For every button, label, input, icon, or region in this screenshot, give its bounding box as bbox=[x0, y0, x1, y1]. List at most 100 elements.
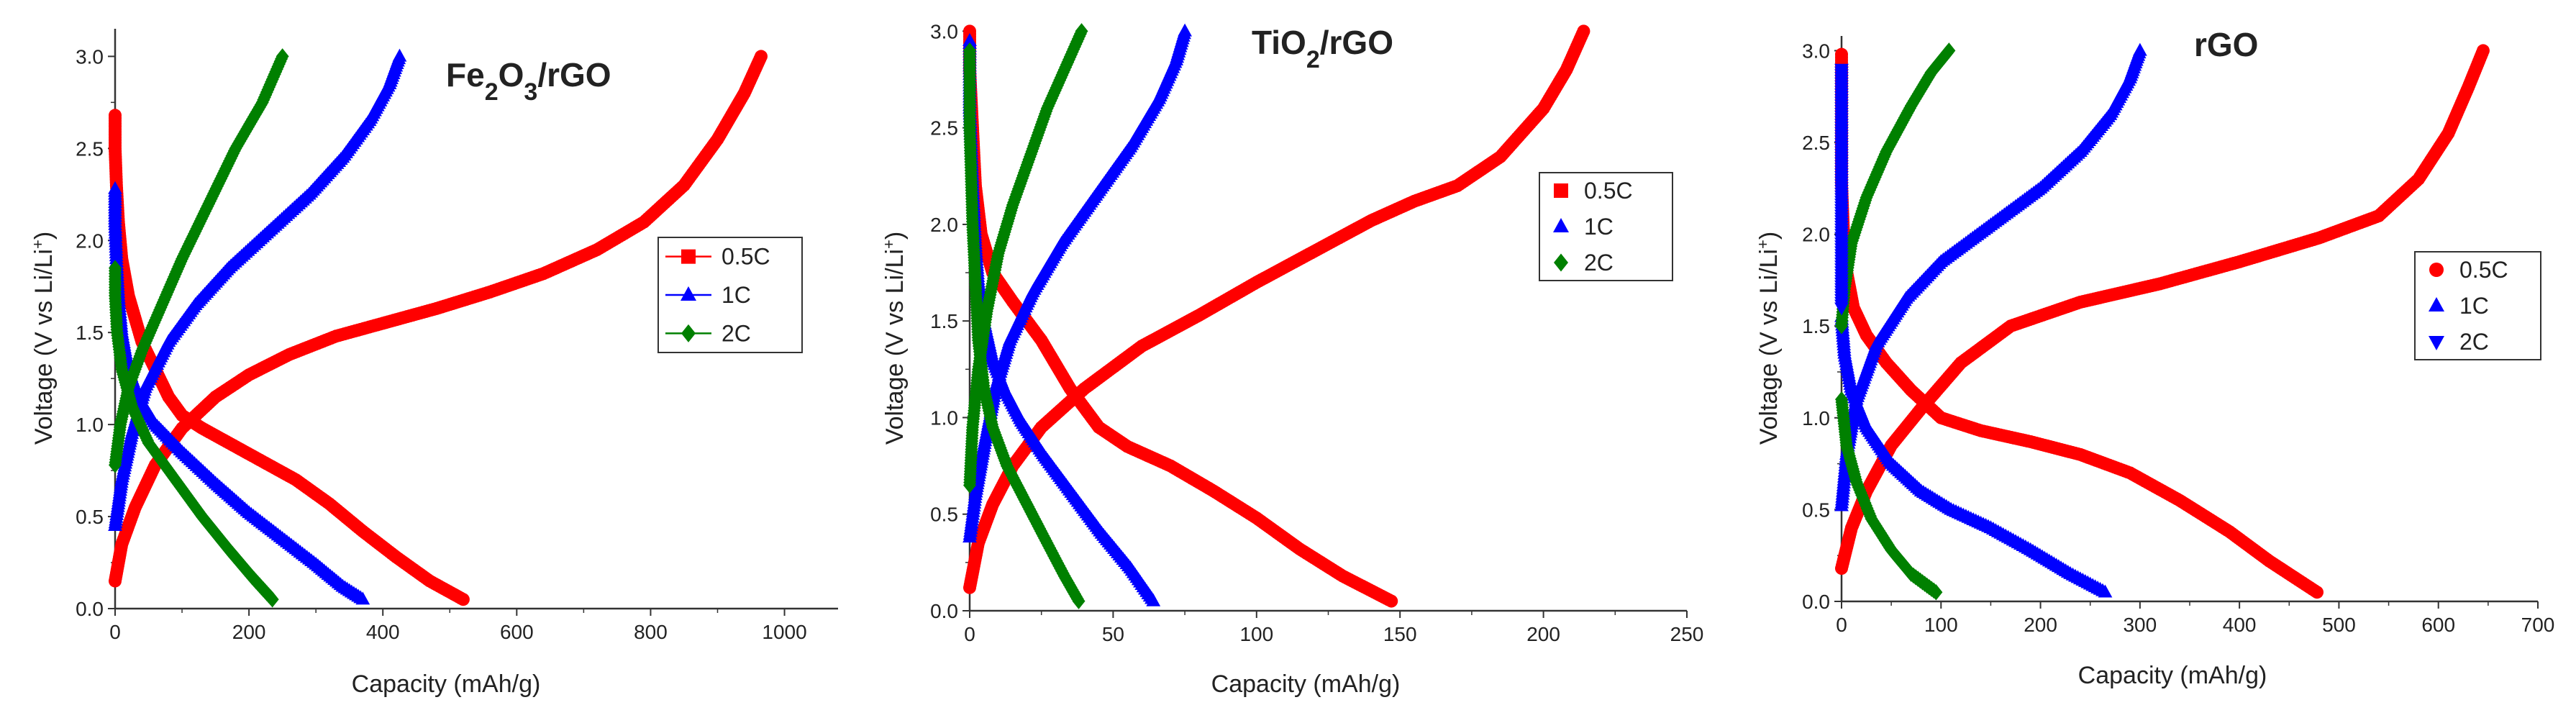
legend-marker bbox=[1554, 253, 1568, 272]
panel-tio2-rgo: TiO2/rGO Capacity (mAh/g) Voltage (V vs … bbox=[880, 20, 1704, 698]
data-point bbox=[1929, 583, 1943, 601]
x-tick-label: 200 bbox=[232, 621, 266, 643]
x-tick-label: 100 bbox=[1239, 623, 1273, 645]
y-tick-label: 2.5 bbox=[1802, 132, 1830, 154]
x-tick-label: 250 bbox=[1670, 623, 1704, 645]
x-tick-label: 0 bbox=[1836, 614, 1847, 636]
y-axis-title: Voltage (V vs Li/Li+) bbox=[29, 232, 58, 445]
legend-label: 2C bbox=[2459, 329, 2489, 355]
legend-marker bbox=[2429, 297, 2444, 311]
legend-marker bbox=[2429, 263, 2444, 277]
y-tick-label: 1.5 bbox=[76, 322, 104, 344]
x-tick-label: 1000 bbox=[762, 621, 806, 643]
y-tick-label: 2.5 bbox=[930, 117, 958, 140]
panel-rgo: rGO Capacity (mAh/g) Voltage (V vs Li/Li… bbox=[1754, 26, 2555, 689]
x-tick-label: 150 bbox=[1383, 623, 1417, 645]
data-point bbox=[1178, 23, 1192, 37]
series-2c-discharge bbox=[1835, 391, 1943, 601]
x-tick-label: 200 bbox=[1526, 623, 1560, 645]
legend-marker bbox=[1554, 183, 1568, 198]
data-point bbox=[2132, 42, 2147, 56]
legend-label: 1C bbox=[1584, 214, 1614, 240]
legend-label: 0.5C bbox=[722, 244, 770, 270]
x-tick-label: 800 bbox=[634, 621, 668, 643]
legend-marker bbox=[681, 249, 696, 264]
y-tick-label: 1.0 bbox=[76, 414, 104, 436]
data-point bbox=[276, 48, 289, 65]
series-0.5c-charge bbox=[109, 50, 768, 588]
legend: 0.5C 1C 2C bbox=[657, 237, 803, 353]
x-tick-label: 50 bbox=[1102, 623, 1124, 645]
plot-area: 0 50 100 150 200 250 0.0 0.5 1.0 1.5 2.0 2.5 3.0 0.5C… bbox=[930, 20, 1703, 645]
legend-label: 1C bbox=[722, 282, 751, 308]
series-2c-charge bbox=[963, 23, 1088, 494]
series-1c-charge bbox=[1834, 42, 2147, 511]
x-tick-label: 400 bbox=[366, 621, 400, 643]
y-tick-label: 0.0 bbox=[930, 600, 958, 622]
y-tick-label: 2.0 bbox=[930, 214, 958, 236]
data-point bbox=[754, 50, 768, 63]
x-tick-label: 300 bbox=[2123, 614, 2157, 636]
legend-label: 1C bbox=[2459, 293, 2489, 319]
data-point bbox=[1942, 42, 1956, 59]
series-2c-initial bbox=[1834, 63, 1849, 316]
data-point bbox=[1146, 593, 1161, 606]
x-axis-title: Capacity (mAh/g) bbox=[352, 670, 541, 698]
x-tick-label: 100 bbox=[1924, 614, 1958, 636]
y-tick-label: 0.0 bbox=[1802, 591, 1830, 613]
legend-label: 2C bbox=[722, 320, 751, 346]
series-0.5c-discharge bbox=[963, 24, 1398, 608]
data-point bbox=[392, 48, 407, 62]
data-point bbox=[2476, 44, 2490, 58]
legend-marker bbox=[2429, 336, 2444, 350]
data-point bbox=[355, 591, 370, 605]
x-tick-label: 700 bbox=[2521, 614, 2555, 636]
plot-area: 0 100 200 300 400 500 600 700 0.0 0.5 1.0 1.5 2.0 2.5… bbox=[1802, 36, 2554, 636]
y-axis-title: Voltage (V vs Li/Li+) bbox=[880, 232, 909, 445]
y-tick-label: 0.5 bbox=[1802, 499, 1830, 521]
panel-title: Fe2O3/rGO bbox=[446, 56, 611, 106]
data-point bbox=[456, 593, 470, 606]
y-tick-label: 2.5 bbox=[76, 137, 104, 160]
y-tick-label: 1.0 bbox=[1802, 407, 1830, 429]
legend-marker bbox=[681, 286, 696, 301]
y-tick-label: 1.5 bbox=[1802, 315, 1830, 337]
series-1c-discharge bbox=[1834, 309, 2113, 598]
data-point bbox=[2098, 584, 2113, 598]
y-tick-label: 3.0 bbox=[1802, 40, 1830, 62]
x-tick-label: 0 bbox=[109, 621, 121, 643]
y-tick-label: 0.5 bbox=[76, 506, 104, 528]
series-2c-discharge bbox=[109, 260, 279, 608]
series-0.5c-charge bbox=[963, 24, 1590, 594]
x-tick-label: 200 bbox=[2024, 614, 2057, 636]
series-1c-charge bbox=[962, 23, 1192, 543]
y-tick-label: 1.0 bbox=[930, 406, 958, 429]
legend: 0.5C 1C 2C bbox=[1539, 172, 1673, 281]
data-point bbox=[1834, 302, 1849, 316]
legend-label: 2C bbox=[1584, 250, 1614, 276]
x-axis-title: Capacity (mAh/g) bbox=[1211, 670, 1401, 698]
panel-fe2o3-rgo: Fe2O3/rGO Capacity (mAh/g) Voltage (V vs… bbox=[29, 29, 838, 698]
data-point bbox=[1072, 593, 1086, 609]
data-point bbox=[1075, 23, 1088, 40]
legend-marker bbox=[1553, 218, 1569, 232]
y-tick-label: 3.0 bbox=[930, 20, 958, 42]
series-0.5c-discharge bbox=[1835, 47, 2324, 599]
x-tick-label: 0 bbox=[964, 623, 975, 645]
data-point bbox=[1385, 594, 1398, 608]
data-point bbox=[265, 591, 279, 608]
y-tick-label: 3.0 bbox=[76, 45, 104, 68]
x-tick-label: 400 bbox=[2223, 614, 2257, 636]
legend-marker bbox=[681, 324, 696, 342]
series-0.5c-charge bbox=[1835, 44, 2490, 576]
y-tick-label: 1.5 bbox=[930, 310, 958, 332]
x-axis-title: Capacity (mAh/g) bbox=[2078, 662, 2267, 689]
y-tick-label: 2.0 bbox=[1802, 224, 1830, 246]
legend-label: 0.5C bbox=[1584, 178, 1633, 204]
legend: 0.5C 1C 2C bbox=[2414, 251, 2541, 360]
x-tick-label: 500 bbox=[2322, 614, 2356, 636]
x-tick-label: 600 bbox=[2421, 614, 2455, 636]
plot-area: 0 200 400 600 800 1000 0.0 0.5 1.0 1.5 2.0 2.5 3.0 0.… bbox=[76, 29, 838, 643]
panel-title: TiO2/rGO bbox=[1252, 24, 1393, 73]
